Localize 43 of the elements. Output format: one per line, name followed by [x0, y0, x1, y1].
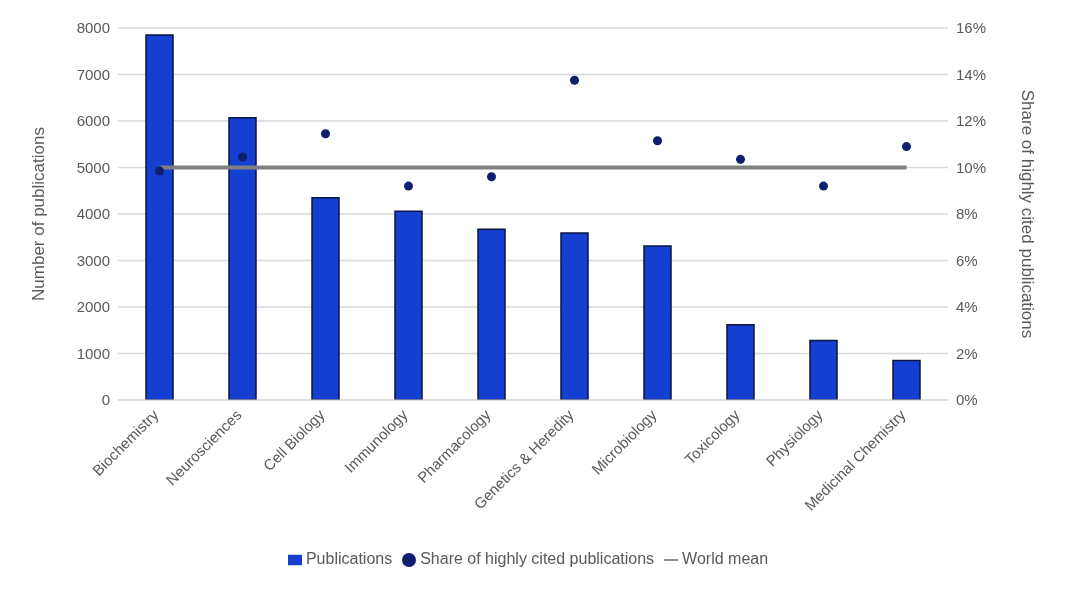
- point: [237, 152, 248, 162]
- y2-tick-label: 2%: [956, 344, 978, 362]
- y2-tick-label: 6%: [956, 251, 978, 269]
- y-tick-label: 4000: [76, 205, 110, 223]
- y2-tick-label: 8%: [956, 205, 978, 223]
- point: [320, 129, 331, 139]
- point: [154, 166, 165, 176]
- bar: [477, 228, 506, 400]
- y-tick-label: 6000: [76, 112, 110, 130]
- point: [569, 75, 580, 85]
- point: [901, 142, 912, 152]
- point: [652, 136, 663, 146]
- y2-tick-label: 4%: [956, 298, 978, 316]
- bar: [311, 196, 340, 400]
- bar: [726, 323, 755, 400]
- y2-tick-label: 14%: [956, 65, 987, 83]
- y-tick-label: 7000: [76, 65, 110, 83]
- bar: [892, 359, 921, 400]
- point: [735, 154, 746, 164]
- bar: [560, 232, 589, 400]
- legend-label: Share of highly cited publications: [420, 550, 655, 567]
- y-tick-label: 1000: [76, 344, 110, 362]
- legend-label: World mean: [682, 550, 769, 567]
- y2-tick-label: 10%: [956, 158, 987, 176]
- y-tick-label: 0: [101, 391, 110, 409]
- bar: [394, 210, 423, 400]
- point: [486, 172, 497, 182]
- y-axis-title: Number of publications: [29, 127, 49, 301]
- point: [403, 181, 414, 191]
- bar: [809, 339, 838, 400]
- y-tick-label: 2000: [76, 298, 110, 316]
- y-tick-label: 8000: [76, 19, 110, 37]
- bar: [145, 34, 174, 400]
- y-tick-label: 3000: [76, 251, 110, 269]
- point: [818, 181, 829, 191]
- y2-tick-label: 16%: [956, 19, 987, 37]
- y2-tick-label: 12%: [956, 112, 987, 130]
- legend-label: Publications: [305, 550, 393, 567]
- bar: [228, 117, 257, 400]
- bar: [643, 245, 672, 400]
- y2-tick-label: 0%: [956, 391, 978, 409]
- y2-axis-title: Share of highly cited publications: [1017, 89, 1037, 339]
- y-tick-label: 5000: [76, 158, 110, 176]
